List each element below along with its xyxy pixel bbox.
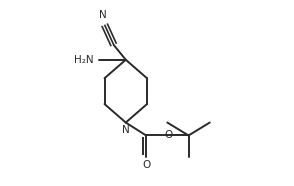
Text: N: N (122, 125, 130, 135)
Text: N: N (99, 10, 107, 20)
Text: O: O (164, 129, 172, 140)
Text: O: O (142, 160, 150, 170)
Text: H₂N: H₂N (74, 55, 93, 65)
